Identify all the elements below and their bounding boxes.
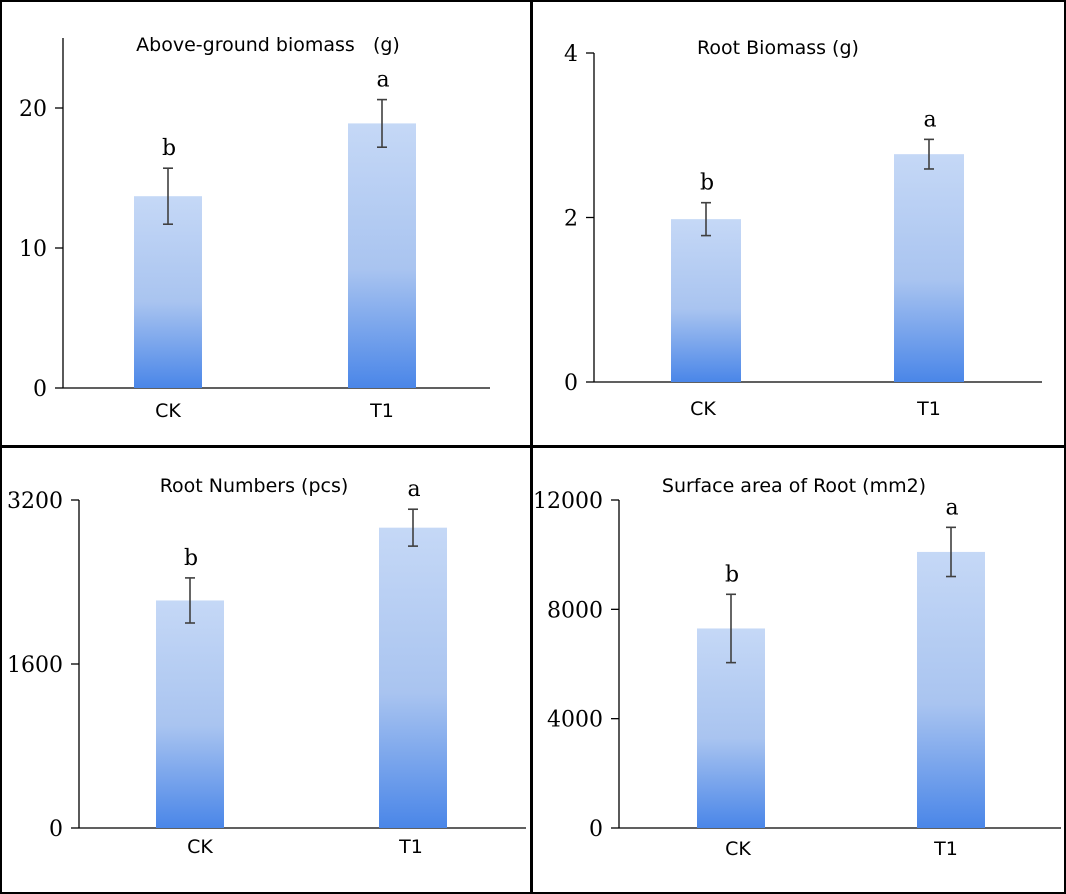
significance-label: a [923, 107, 936, 132]
chart-panel-surface-area-of-root: Surface area of Root (mm2) 0 4000 8000 1200… [533, 475, 1061, 860]
chart-title: Above-ground biomass (g) [136, 34, 400, 56]
bar-ck [134, 196, 202, 388]
chart-marks: 0 2 4 b a [564, 42, 1042, 396]
category-label-t1: T1 [916, 398, 941, 420]
panel-border-1 [0, 0, 532, 447]
significance-label: a [376, 68, 389, 93]
y-tick-label: 0 [589, 817, 603, 842]
bar-t1 [917, 551, 985, 828]
y-tick-label: 10 [19, 237, 47, 262]
category-label-ck: CK [725, 838, 751, 860]
y-tick-label: 2 [564, 207, 578, 232]
chart-title: Surface area of Root (mm2) [662, 475, 926, 497]
y-tick-label: 4000 [547, 708, 603, 733]
chart-panel-root-numbers: Root Numbers (pcs) 0 1600 3200 b a CK T1 [7, 475, 526, 858]
chart-title: Root Biomass (g) [697, 37, 859, 59]
significance-label: b [725, 562, 739, 587]
y-tick-label: 4 [564, 42, 578, 67]
bar-t1 [379, 527, 447, 828]
significance-label: b [700, 171, 714, 196]
significance-label: b [162, 136, 176, 161]
panel-border-3 [0, 446, 532, 894]
panel-border-4 [531, 446, 1066, 894]
significance-label: a [407, 477, 420, 502]
bar-t1 [348, 123, 416, 389]
significance-label: b [184, 546, 198, 571]
category-label-ck: CK [187, 836, 213, 858]
chart-panel-above-ground-biomass: Above-ground biomass (g) 0 10 20 b a CK T1 [19, 34, 490, 422]
bar-ck [156, 600, 224, 828]
category-label-t1: T1 [398, 836, 423, 858]
category-label-t1: T1 [369, 400, 394, 422]
y-tick-label: 12000 [533, 489, 603, 514]
chart-marks: 0 10 20 b a [19, 38, 490, 402]
bar-ck [671, 219, 741, 382]
chart-panel-root-biomass: Root Biomass (g) 0 2 4 b a CK T1 [564, 37, 1042, 420]
y-tick-label: 0 [564, 371, 578, 396]
significance-label: a [945, 495, 958, 520]
y-tick-label: 1600 [7, 653, 63, 678]
category-label-ck: CK [690, 398, 716, 420]
chart-title: Root Numbers (pcs) [160, 475, 349, 497]
y-tick-label: 8000 [547, 598, 603, 623]
chart-marks: 0 4000 8000 12000 b a [533, 489, 1061, 842]
y-tick-label: 0 [33, 377, 47, 402]
chart-marks: 0 1600 3200 b a [7, 477, 526, 842]
bar-t1 [894, 154, 964, 382]
y-tick-label: 0 [49, 817, 63, 842]
category-label-ck: CK [155, 400, 181, 422]
panel-border-2 [531, 0, 1066, 447]
y-tick-label: 3200 [7, 489, 63, 514]
category-label-t1: T1 [933, 838, 958, 860]
y-tick-label: 20 [19, 97, 47, 122]
